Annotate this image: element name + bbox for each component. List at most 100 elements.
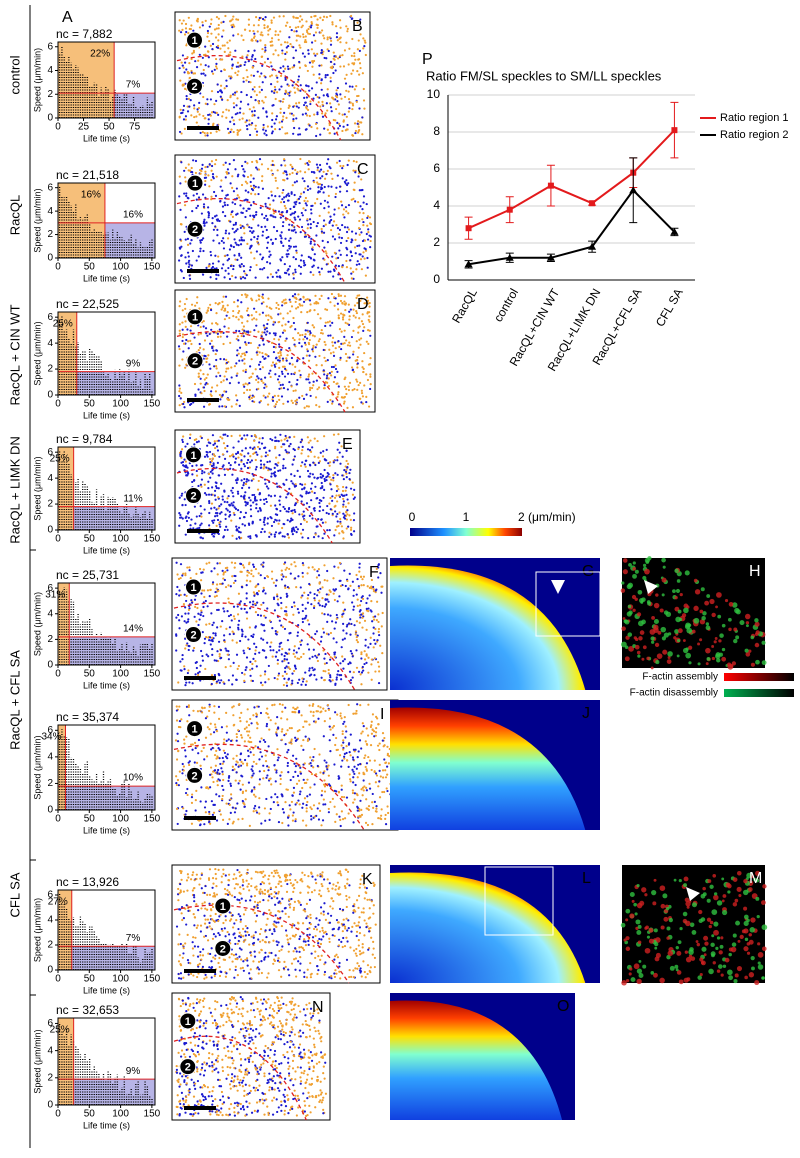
speckle: [278, 15, 280, 17]
speckle: [334, 497, 336, 499]
speckle: [252, 30, 254, 32]
speckle: [323, 658, 325, 660]
speckle: [320, 295, 322, 297]
fast-percent: 34%: [41, 732, 61, 743]
speckle: [212, 262, 214, 264]
speckle: [378, 628, 380, 630]
speckle: [284, 536, 286, 538]
speckle: [274, 366, 276, 368]
speckle: [212, 350, 214, 352]
speckle: [287, 492, 289, 494]
speckle: [189, 329, 191, 331]
slow-percent: 16%: [123, 209, 143, 220]
speckle: [345, 511, 347, 513]
speckle: [179, 19, 181, 21]
speckle: [292, 114, 294, 116]
speckle: [277, 54, 279, 56]
speckle: [314, 593, 316, 595]
speckle: [300, 465, 302, 467]
speckle: [304, 236, 306, 238]
speckle: [223, 310, 225, 312]
speckle: [263, 517, 265, 519]
speckle: [329, 36, 331, 38]
speckle: [264, 673, 266, 675]
speckle: [330, 77, 332, 79]
speckle: [215, 195, 217, 197]
speckle: [356, 359, 358, 361]
speckle: [306, 405, 308, 407]
speckle: [346, 231, 348, 233]
speckle: [340, 585, 342, 587]
speckle: [321, 175, 323, 177]
speckle: [353, 62, 355, 64]
speckle: [325, 360, 327, 362]
speckle: [343, 500, 345, 502]
speckle: [366, 225, 368, 227]
speckle: [255, 311, 257, 313]
speckle: [316, 18, 318, 20]
speckle: [216, 112, 218, 114]
speckle: [271, 169, 273, 171]
speckle: [237, 339, 239, 341]
speckle: [261, 442, 263, 444]
speckle: [280, 237, 282, 239]
speckle: [212, 434, 214, 436]
speckle: [318, 271, 320, 273]
speckle: [353, 189, 355, 191]
speckle: [197, 485, 199, 487]
speckle: [181, 270, 183, 272]
speckle: [276, 508, 278, 510]
speckle: [292, 57, 294, 59]
speckle: [348, 228, 350, 230]
speckle: [266, 607, 268, 609]
speckle: [319, 164, 321, 166]
speckle: [217, 590, 219, 592]
speckle: [251, 245, 253, 247]
speckle: [328, 195, 330, 197]
speckle: [288, 229, 290, 231]
speckle: [332, 351, 334, 353]
speckle: [208, 214, 210, 216]
speckle: [206, 36, 208, 38]
speckle: [339, 562, 341, 564]
speckle: [180, 495, 182, 497]
speckle: [249, 247, 251, 249]
speckle: [351, 108, 353, 110]
speckle: [234, 168, 236, 170]
speckle: [195, 207, 197, 209]
speckle: [175, 633, 177, 635]
speckle: [260, 574, 262, 576]
speckle: [342, 121, 344, 123]
speckle: [226, 315, 228, 317]
speckle: [324, 579, 326, 581]
speckle: [321, 364, 323, 366]
speckle: [287, 68, 289, 70]
speckle: [261, 380, 263, 382]
speckle: [225, 162, 227, 164]
speckle: [328, 349, 330, 351]
speckle: [278, 367, 280, 369]
speckle: [284, 368, 286, 370]
speckle: [365, 373, 367, 375]
speckle: [295, 298, 297, 300]
speckle: [252, 600, 254, 602]
speckle: [291, 212, 293, 214]
speckle: [236, 482, 238, 484]
speckle: [198, 196, 200, 198]
speckle: [200, 63, 202, 65]
speckle: [304, 163, 306, 165]
speckle: [358, 384, 360, 386]
speckle: [369, 335, 371, 337]
speckle: [204, 174, 206, 176]
speckle: [337, 433, 339, 435]
speckle: [339, 229, 341, 231]
speckle: [302, 618, 304, 620]
speckle: [216, 367, 218, 369]
speckle: [314, 243, 316, 245]
speckle: [319, 588, 321, 590]
speckle: [224, 204, 226, 206]
speckle: [257, 510, 259, 512]
speckle: [330, 66, 332, 68]
speckle: [291, 357, 293, 359]
speckle: [252, 564, 254, 566]
